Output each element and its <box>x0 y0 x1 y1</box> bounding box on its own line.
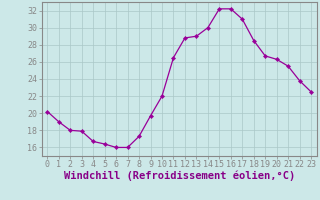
X-axis label: Windchill (Refroidissement éolien,°C): Windchill (Refroidissement éolien,°C) <box>64 171 295 181</box>
